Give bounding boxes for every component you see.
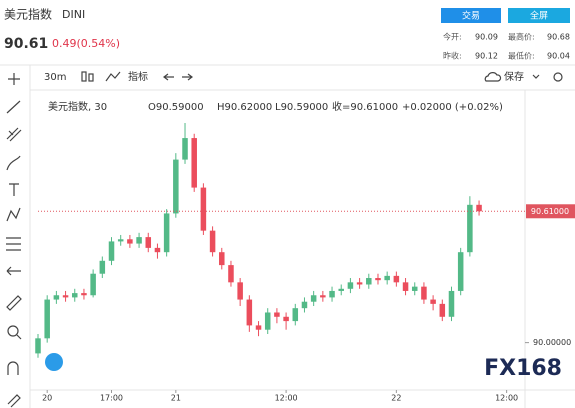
stat-label: 今开: — [443, 32, 462, 42]
candle-body — [320, 295, 326, 298]
candle-body — [154, 247, 161, 253]
price: 90.61 — [4, 36, 48, 52]
candle-body — [430, 299, 436, 304]
candle-body — [448, 290, 455, 317]
candle-body — [356, 282, 363, 285]
legend-low: L90.59000 — [275, 102, 328, 113]
candle-body — [467, 204, 473, 253]
candle-body — [283, 316, 289, 322]
candle-body — [310, 295, 317, 302]
candle-body — [209, 230, 216, 253]
legend-symbol: 美元指数, 30 — [48, 100, 107, 113]
watermark: FX168 — [484, 356, 562, 381]
candle-body — [384, 275, 390, 281]
stat-value: 90.04 — [547, 52, 570, 61]
candle-body — [393, 275, 400, 283]
trade-label[interactable]: 交易 — [462, 10, 480, 22]
candle-body — [439, 303, 446, 317]
stat-value: 90.68 — [547, 33, 570, 42]
redo[interactable] — [182, 73, 193, 81]
candle-body — [81, 293, 87, 296]
candle-body — [35, 338, 41, 354]
x-tick-label: 22 — [391, 394, 401, 403]
last-price-box — [526, 204, 575, 219]
x-tick-label: 20 — [42, 394, 52, 403]
candle-body — [90, 273, 96, 296]
drawing-tools[interactable] — [6, 73, 22, 408]
candle-body — [191, 138, 197, 188]
candle-body — [274, 312, 280, 317]
candle-body — [255, 325, 262, 330]
x-tick-label: 21 — [171, 394, 181, 403]
undo[interactable] — [163, 73, 174, 81]
symbol-name: 美元指数 — [4, 7, 52, 22]
indicators[interactable]: 指标 — [128, 70, 148, 83]
x-tick-label: 12:00 — [495, 394, 518, 403]
candle-body — [62, 295, 69, 298]
candle-body — [246, 299, 253, 326]
candle-body — [476, 204, 482, 212]
settings[interactable] — [553, 72, 563, 82]
candle-body — [421, 286, 427, 300]
candle-body — [44, 299, 50, 339]
candle-body — [108, 241, 115, 261]
candle-body — [375, 278, 381, 281]
legend-close: 收=90.61000 — [332, 100, 398, 113]
candle-body — [292, 308, 299, 322]
candle-body — [173, 159, 179, 214]
candle-body — [366, 278, 372, 285]
candle-body — [347, 282, 354, 289]
candle-body — [53, 295, 60, 300]
last-price-label: 90.61000 — [531, 207, 569, 216]
interval[interactable]: 30m — [44, 72, 66, 83]
candle-body — [182, 138, 188, 160]
candle-body — [329, 290, 335, 298]
candle-body — [71, 293, 78, 298]
candle-body — [228, 265, 234, 283]
x-tick-label: 17:00 — [100, 394, 123, 403]
candle-icon[interactable] — [81, 71, 94, 82]
dropdown[interactable] — [532, 74, 540, 79]
candle-body — [163, 213, 170, 253]
candle-body — [237, 282, 243, 300]
trade-button[interactable] — [441, 8, 501, 23]
stat-value: 90.09 — [475, 33, 498, 42]
logo-badge — [45, 353, 63, 371]
candle-body — [411, 286, 418, 291]
candle-body — [99, 260, 106, 274]
candle-body — [127, 239, 133, 244]
candle-body — [457, 252, 464, 291]
fullscreen-button[interactable] — [508, 8, 570, 23]
stat-label: 最低价: — [508, 51, 535, 61]
candle-body — [117, 239, 124, 242]
legend-high: H90.62000 — [217, 102, 272, 113]
candle-body — [219, 252, 225, 266]
stat-label: 最高价: — [508, 32, 535, 42]
stat-value: 90.12 — [475, 52, 498, 61]
candle-body — [301, 301, 308, 309]
x-tick-label: 12:00 — [275, 394, 298, 403]
indicator-icon[interactable] — [105, 71, 121, 82]
symbol-code: DINI — [62, 8, 85, 21]
candle-body — [145, 237, 152, 248]
candle-body — [200, 187, 207, 231]
fullscreen-label[interactable]: 全屏 — [530, 10, 548, 22]
legend-open: O90.59000 — [148, 102, 204, 113]
cloud-icon[interactable] — [484, 72, 502, 82]
legend-change: +0.02000 (+0.02%) — [402, 102, 503, 113]
candle-body — [402, 282, 409, 291]
save[interactable]: 保存 — [504, 70, 524, 83]
candle-body — [338, 288, 344, 291]
candle-body — [136, 237, 142, 244]
y-tick-label: 90.00000 — [533, 338, 571, 347]
price-change: 0.49(0.54%) — [52, 37, 120, 50]
candle-body — [264, 312, 271, 330]
stat-label: 昨收: — [443, 51, 462, 61]
